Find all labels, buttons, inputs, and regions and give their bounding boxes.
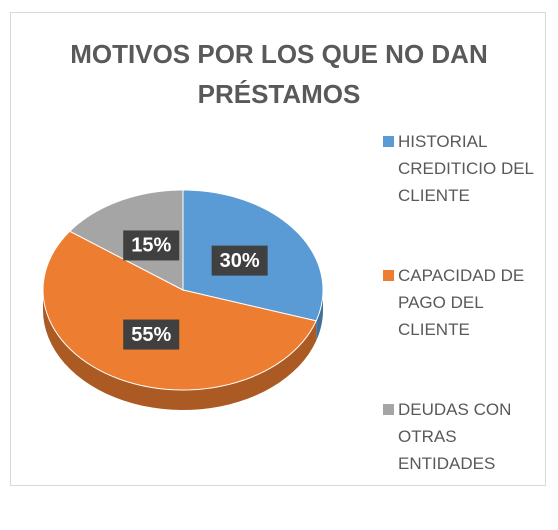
slice (42, 230, 317, 391)
legend: HISTORIAL CREDITICIO DEL CLIENTE CAPACIDA… (383, 128, 543, 530)
page: 30% 55% 15% MOTIVOS POR LOS QUE NO DAN PRÉ… (10, 12, 546, 486)
data-label: 30% (220, 250, 260, 272)
data-label-box (123, 319, 180, 350)
slice-side (43, 290, 317, 410)
legend-swatch (383, 136, 394, 147)
legend-label: HISTORIAL CREDITICIO DEL CLIENTE (398, 132, 534, 205)
data-label: 55% (131, 324, 171, 346)
pie-plot: 30% 55% 15% (42, 189, 324, 410)
data-label-box (123, 230, 180, 261)
legend-entry: DEUDAS CON OTRAS ENTIDADES (383, 396, 543, 530)
chart-frame (10, 12, 546, 486)
legend-entry: CAPACIDAD DE PAGO DEL CLIENTE (383, 262, 543, 396)
legend-swatch (383, 270, 394, 281)
chart-title: MOTIVOS POR LOS QUE NO DAN PRÉSTAMOS (70, 39, 488, 109)
legend-entry: HISTORIAL CREDITICIO DEL CLIENTE (383, 128, 543, 262)
slice-side (316, 290, 323, 341)
data-label: 15% (131, 235, 171, 257)
legend-swatch (383, 404, 394, 415)
legend-label: DEUDAS CON OTRAS ENTIDADES (398, 400, 512, 473)
data-label-box (211, 245, 268, 276)
legend-label: CAPACIDAD DE PAGO DEL CLIENTE (398, 266, 525, 339)
